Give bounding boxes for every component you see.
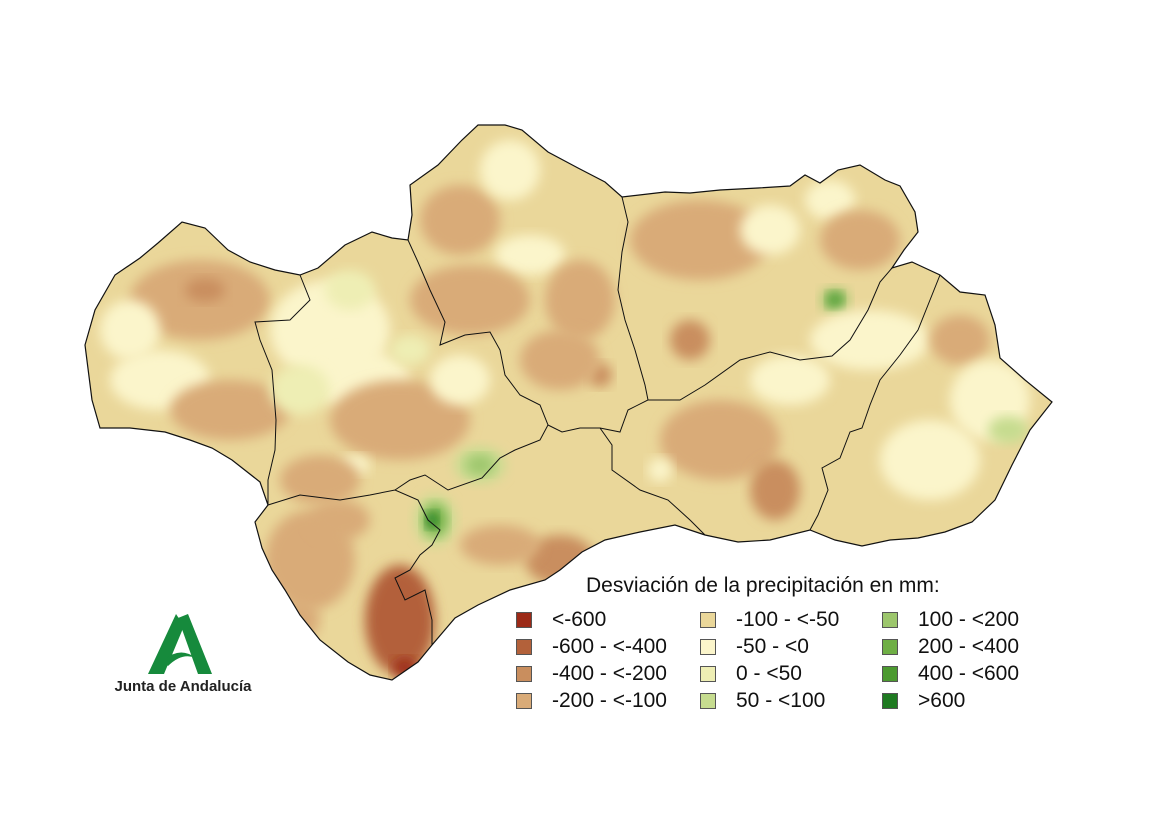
legend-item: >600 [882, 689, 965, 713]
legend-item: 50 - <100 [700, 689, 825, 713]
legend-label: 0 - <50 [736, 662, 802, 685]
precipitation-patch [185, 278, 225, 302]
precipitation-patch [170, 380, 290, 440]
logo-a-left-stroke [148, 614, 184, 674]
precipitation-patch [420, 185, 500, 255]
legend-label: -50 - <0 [736, 635, 809, 658]
precipitation-patch [810, 310, 930, 370]
precipitation-patch [365, 565, 435, 675]
legend-label: <-600 [552, 608, 607, 631]
province-borders [254, 196, 941, 645]
precipitation-patch [426, 512, 438, 528]
precipitation-patch [270, 365, 330, 415]
precipitation-patch [805, 180, 855, 220]
logo-a-right-stroke [178, 614, 212, 674]
legend-swatch [516, 666, 532, 682]
precipitation-patch [545, 260, 615, 340]
legend-swatch [516, 693, 532, 709]
legend-swatch [516, 612, 532, 628]
precipitation-patch [325, 270, 375, 310]
legend-swatch [882, 639, 898, 655]
legend-item: 100 - <200 [882, 608, 1019, 632]
border-cordoba-jaen [599, 196, 649, 433]
precipitation-patch [495, 235, 565, 275]
precipitation-patch [670, 320, 710, 360]
precipitation-patch [430, 355, 490, 405]
legend-swatch [882, 666, 898, 682]
precipitation-patch [280, 455, 360, 505]
precipitation-patch [740, 205, 800, 255]
precipitation-patch [520, 330, 600, 390]
border-granada-almeria [809, 274, 941, 531]
legend-swatch [700, 612, 716, 628]
legend-item: 0 - <50 [700, 662, 802, 686]
precipitation-patch [880, 420, 980, 500]
border-sevilla-cadiz-malaga [267, 489, 441, 645]
legend-swatch [700, 666, 716, 682]
precipitation-patch [630, 200, 770, 280]
border-cordoba-granada-malaga [547, 424, 706, 536]
legend-label: >600 [918, 689, 966, 712]
legend-label: -600 - <-400 [552, 635, 667, 658]
precipitation-patch [750, 355, 830, 405]
precipitation-patch [660, 400, 780, 480]
precipitation-patch [988, 416, 1028, 444]
legend-swatch [882, 612, 898, 628]
legend-item: <-600 [516, 608, 606, 632]
legend-item: -400 - <-200 [516, 662, 667, 686]
legend-label: -100 - <-50 [736, 608, 840, 631]
legend-item: -100 - <-50 [700, 608, 839, 632]
legend-label: 400 - <600 [918, 662, 1020, 685]
legend-label: 200 - <400 [918, 635, 1020, 658]
legend-label: 100 - <200 [918, 608, 1020, 631]
legend-label: -200 - <-100 [552, 689, 667, 712]
legend-swatch [700, 693, 716, 709]
legend-swatch [882, 693, 898, 709]
legend-swatch [516, 639, 532, 655]
precipitation-patch [390, 335, 430, 365]
legend-title: Desviación de la precipitación en mm: [586, 574, 940, 597]
precipitation-patch [460, 525, 540, 565]
legend-item: -50 - <0 [700, 635, 809, 659]
precipitation-patch [466, 455, 494, 475]
logo-text: Junta de Andalucía [114, 678, 252, 695]
border-jaen-granada [648, 267, 893, 401]
legend-swatch [700, 639, 716, 655]
precipitation-patch [930, 315, 990, 365]
junta-andalucia-logo: Junta de Andalucía [108, 612, 258, 702]
precipitation-patch [330, 380, 470, 460]
legend-label: -400 - <-200 [552, 662, 667, 685]
precipitation-patch [100, 300, 160, 360]
legend-label: 50 - <100 [736, 689, 826, 712]
border-huelva-sevilla [254, 274, 311, 505]
precipitation-patch [393, 658, 417, 678]
precipitation-patch [827, 292, 843, 308]
precipitation-patch [280, 600, 320, 640]
legend-item: -600 - <-400 [516, 635, 667, 659]
legend-item: 400 - <600 [882, 662, 1019, 686]
logo-a-swoosh [164, 652, 196, 666]
junta-andalucia-logo-icon [148, 614, 212, 674]
precipitation-patch [820, 210, 900, 270]
legend-item: -200 - <-100 [516, 689, 667, 713]
precipitation-patch [310, 500, 370, 540]
legend: <-600 -600 - <-400 -400 - <-200 -200 - <-10… [516, 608, 1076, 718]
legend-item: 200 - <400 [882, 635, 1019, 659]
precipitation-patch [648, 458, 672, 482]
precipitation-patch [480, 140, 540, 200]
precipitation-patch [750, 460, 800, 520]
border-sevilla-cordoba [394, 239, 549, 491]
precipitation-patch [410, 265, 530, 335]
andalucia-outline [84, 124, 1053, 681]
